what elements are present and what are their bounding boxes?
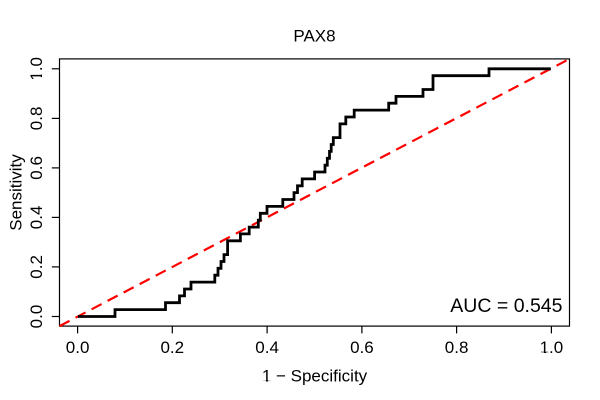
svg-text:AUC = 0.545: AUC = 0.545 xyxy=(450,295,562,317)
svg-text:0.6: 0.6 xyxy=(350,338,374,357)
svg-text:1 − Specificity: 1 − Specificity xyxy=(262,367,368,386)
svg-text:0.0: 0.0 xyxy=(27,305,46,329)
svg-text:0.2: 0.2 xyxy=(27,255,46,279)
svg-text:1.0: 1.0 xyxy=(540,338,564,357)
svg-text:PAX8: PAX8 xyxy=(293,27,335,46)
svg-text:1.0: 1.0 xyxy=(27,57,46,81)
svg-text:0.4: 0.4 xyxy=(27,206,46,230)
svg-text:0.2: 0.2 xyxy=(160,338,184,357)
svg-text:Sensitivity: Sensitivity xyxy=(7,154,26,231)
svg-text:0.8: 0.8 xyxy=(27,107,46,131)
svg-text:0.8: 0.8 xyxy=(445,338,469,357)
svg-text:0.4: 0.4 xyxy=(255,338,279,357)
svg-text:0.0: 0.0 xyxy=(66,338,90,357)
svg-text:0.6: 0.6 xyxy=(27,156,46,180)
